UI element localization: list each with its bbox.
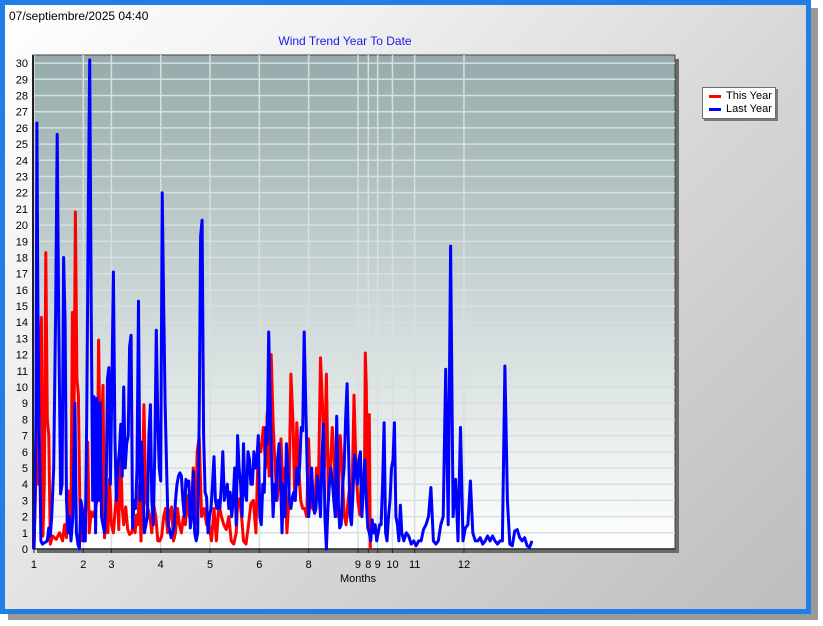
y-tick-label-27: 27: [16, 107, 28, 119]
y-tick-label-9: 9: [22, 398, 28, 410]
y-tick-label-28: 28: [16, 90, 28, 102]
y-tick-label-23: 23: [16, 171, 28, 183]
y-tick-label-25: 25: [16, 139, 28, 151]
y-tick-label-0: 0: [22, 544, 28, 556]
x-tick-label-0: 1: [31, 559, 37, 571]
legend-item-last-year: Last Year: [709, 103, 772, 116]
legend-label-last-year: Last Year: [726, 103, 772, 115]
series-line-last-year: [32, 58, 534, 551]
x-tick-label-4: 5: [207, 559, 213, 571]
x-axis-ticks: 1 2 3 4 5 6 8 9 8 9 10 11 12: [31, 549, 470, 571]
y-tick-label-6: 6: [22, 447, 28, 459]
y-tick-label-15: 15: [16, 301, 28, 313]
y-axis-ticks: 0123456789101112131415161718192021222324…: [16, 58, 28, 556]
y-tick-label-12: 12: [16, 350, 28, 362]
x-axis-label: Months: [340, 573, 377, 585]
x-tick-label-9: 9: [375, 559, 381, 571]
x-tick-label-10: 10: [386, 559, 398, 571]
y-tick-label-30: 30: [16, 58, 28, 70]
x-tick-label-2: 3: [108, 559, 114, 571]
y-tick-label-11: 11: [17, 366, 28, 378]
y-tick-label-26: 26: [16, 123, 28, 135]
y-tick-label-20: 20: [16, 220, 28, 232]
x-tick-label-7: 9: [355, 559, 361, 571]
x-tick-label-3: 4: [158, 559, 164, 571]
y-tick-label-3: 3: [22, 495, 28, 507]
y-tick-label-5: 5: [22, 463, 28, 475]
y-tick-label-29: 29: [16, 74, 28, 86]
y-tick-label-1: 1: [22, 528, 28, 540]
y-tick-label-8: 8: [22, 414, 28, 426]
y-tick-label-17: 17: [16, 269, 28, 281]
y-tick-label-10: 10: [16, 382, 28, 394]
legend-label-this-year: This Year: [726, 90, 772, 102]
y-tick-label-2: 2: [22, 512, 28, 524]
legend-swatch-this-year: [709, 94, 721, 98]
legend-item-this-year: This Year: [709, 90, 772, 103]
y-tick-label-24: 24: [16, 155, 28, 167]
x-tick-label-8: 8: [365, 559, 371, 571]
x-tick-label-6: 8: [306, 559, 312, 571]
timestamp-label: 07/septiembre/2025 04:40: [9, 9, 149, 23]
x-tick-label-1: 2: [80, 559, 86, 571]
y-tick-label-13: 13: [16, 333, 28, 345]
y-tick-label-14: 14: [16, 317, 28, 329]
y-tick-label-22: 22: [16, 188, 28, 200]
y-tick-label-19: 19: [16, 236, 28, 248]
chart-legend: This Year Last Year: [702, 87, 776, 119]
y-tick-label-7: 7: [22, 431, 28, 443]
window-shadow-bottom: [8, 614, 818, 620]
y-tick-label-4: 4: [22, 479, 28, 491]
series-lines: [32, 58, 534, 551]
y-tick-label-18: 18: [16, 252, 28, 264]
y-tick-label-21: 21: [16, 204, 28, 216]
chart-title: Wind Trend Year To Date: [278, 34, 412, 48]
y-tick-label-16: 16: [16, 285, 28, 297]
legend-swatch-last-year: [709, 107, 721, 111]
x-tick-label-5: 6: [256, 559, 262, 571]
x-tick-label-11: 11: [409, 559, 420, 571]
x-tick-label-12: 12: [458, 559, 470, 571]
window-shadow-right: [811, 8, 818, 620]
